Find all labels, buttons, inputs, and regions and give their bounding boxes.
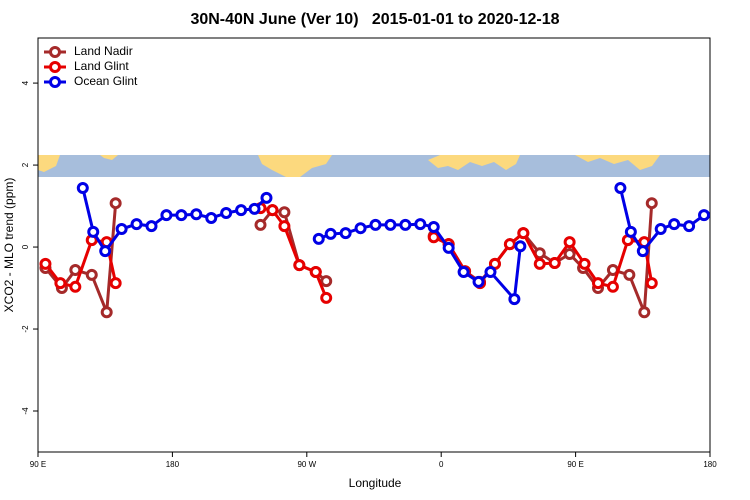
- data-point: [563, 236, 576, 249]
- x-tick-label: 180: [166, 460, 180, 469]
- data-point: [324, 227, 337, 240]
- legend-marker: [49, 61, 61, 73]
- data-point: [254, 218, 267, 231]
- data-point: [638, 306, 651, 319]
- data-point: [109, 277, 122, 290]
- data-point: [220, 207, 233, 220]
- ocean: [38, 155, 710, 177]
- data-point: [645, 277, 658, 290]
- data-point: [472, 275, 485, 288]
- data-point: [668, 218, 681, 231]
- data-point: [614, 182, 627, 195]
- data-point: [427, 231, 440, 244]
- data-point: [592, 277, 604, 290]
- data-point: [508, 293, 521, 306]
- data-point: [320, 291, 333, 304]
- data-point: [503, 238, 516, 251]
- data-point: [260, 191, 273, 204]
- data-point: [563, 248, 576, 261]
- data-point: [533, 257, 546, 270]
- data-point: [99, 245, 112, 258]
- data-point: [354, 222, 367, 235]
- data-point: [320, 275, 333, 288]
- legend-label: Ocean Glint: [74, 74, 138, 88]
- data-point: [115, 223, 128, 236]
- data-point: [85, 268, 98, 281]
- data-point: [484, 266, 497, 279]
- data-point: [309, 266, 322, 279]
- data-point: [645, 197, 658, 210]
- data-point: [130, 218, 143, 231]
- data-point: [606, 280, 619, 293]
- data-point: [384, 218, 397, 231]
- land: [428, 155, 520, 170]
- x-tick-label: 0: [439, 460, 444, 469]
- data-point: [427, 220, 440, 233]
- plot-box: [37, 37, 711, 453]
- x-tick-label: 180: [703, 460, 717, 469]
- data-point: [248, 202, 261, 215]
- data-point: [293, 259, 306, 272]
- x-axis-label: Longitude: [349, 476, 402, 490]
- land: [38, 155, 60, 172]
- x-tick-label: 90 E: [567, 460, 583, 469]
- y-axis-label: XCO2 - MLO trend (ppm): [2, 178, 16, 313]
- data-point: [414, 218, 427, 231]
- data-point: [624, 225, 637, 238]
- data-point: [654, 223, 667, 236]
- data-point: [278, 206, 291, 219]
- data-point: [312, 232, 325, 245]
- data-point: [698, 209, 711, 222]
- land: [258, 155, 332, 177]
- x-tick-label: 90 E: [30, 460, 46, 469]
- data-point: [578, 257, 591, 270]
- data-point: [623, 268, 636, 281]
- y-tick-label: 0: [21, 244, 30, 249]
- data-point: [39, 257, 52, 270]
- data-point: [109, 197, 122, 210]
- data-point: [548, 257, 561, 270]
- y-tick-label: 4: [21, 80, 30, 85]
- data-point: [266, 204, 279, 217]
- data-point: [160, 209, 173, 222]
- data-point: [175, 209, 188, 222]
- data-point: [76, 182, 89, 195]
- y-tick-label: -2: [21, 325, 30, 333]
- data-point: [442, 241, 455, 254]
- data-point: [636, 245, 649, 258]
- legend-label: Land Nadir: [74, 44, 133, 58]
- data-point: [369, 218, 382, 231]
- data-point: [399, 218, 412, 231]
- map-strip: [38, 155, 710, 177]
- data-point: [683, 220, 696, 233]
- data-point: [190, 208, 203, 221]
- y-tick-label: -4: [21, 407, 30, 415]
- data-point: [69, 280, 82, 293]
- land: [575, 155, 660, 170]
- legend-marker: [49, 46, 61, 58]
- chart-title: 30N-40N June (Ver 10) 2015-01-01 to 2020…: [190, 11, 559, 28]
- data-point: [100, 306, 113, 319]
- land: [100, 155, 118, 160]
- data-point: [514, 240, 527, 253]
- data-point: [87, 225, 100, 238]
- data-point: [235, 204, 248, 217]
- data-point: [205, 211, 218, 224]
- x-tick-label: 90 W: [297, 460, 316, 469]
- data-point: [278, 220, 291, 233]
- legend-label: Land Glint: [74, 59, 129, 73]
- data-point: [69, 264, 82, 277]
- y-tick-label: 2: [21, 162, 30, 167]
- legend-marker: [49, 76, 61, 88]
- data-point: [457, 266, 470, 279]
- data-point: [54, 277, 67, 290]
- data-point: [517, 227, 530, 240]
- data-point: [339, 227, 352, 240]
- data-point: [145, 220, 158, 233]
